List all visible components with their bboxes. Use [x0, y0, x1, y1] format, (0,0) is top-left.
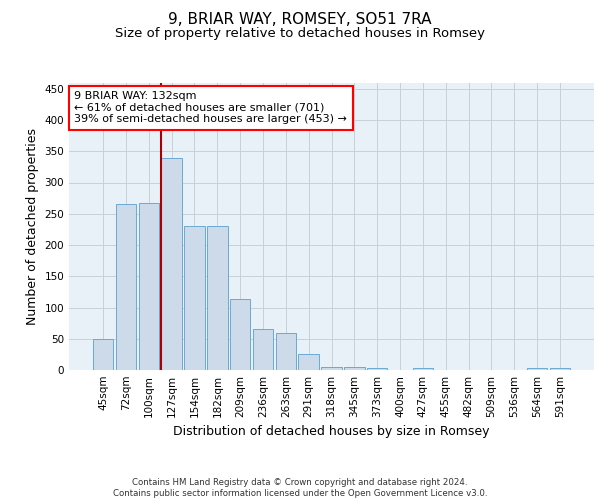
- Bar: [550, 368, 570, 370]
- Bar: [344, 367, 365, 370]
- Bar: [253, 329, 273, 370]
- Bar: [321, 367, 342, 370]
- Bar: [527, 368, 547, 370]
- Bar: [184, 226, 205, 370]
- Y-axis label: Number of detached properties: Number of detached properties: [26, 128, 39, 325]
- Bar: [413, 368, 433, 370]
- Bar: [207, 226, 227, 370]
- Bar: [139, 202, 159, 370]
- X-axis label: Distribution of detached houses by size in Romsey: Distribution of detached houses by size …: [173, 426, 490, 438]
- Bar: [275, 332, 296, 370]
- Bar: [230, 298, 250, 370]
- Text: 9 BRIAR WAY: 132sqm
← 61% of detached houses are smaller (701)
39% of semi-detac: 9 BRIAR WAY: 132sqm ← 61% of detached ho…: [74, 91, 347, 124]
- Bar: [367, 368, 388, 370]
- Bar: [116, 204, 136, 370]
- Bar: [93, 339, 113, 370]
- Bar: [298, 354, 319, 370]
- Text: 9, BRIAR WAY, ROMSEY, SO51 7RA: 9, BRIAR WAY, ROMSEY, SO51 7RA: [168, 12, 432, 28]
- Bar: [161, 158, 182, 370]
- Text: Contains HM Land Registry data © Crown copyright and database right 2024.
Contai: Contains HM Land Registry data © Crown c…: [113, 478, 487, 498]
- Text: Size of property relative to detached houses in Romsey: Size of property relative to detached ho…: [115, 28, 485, 40]
